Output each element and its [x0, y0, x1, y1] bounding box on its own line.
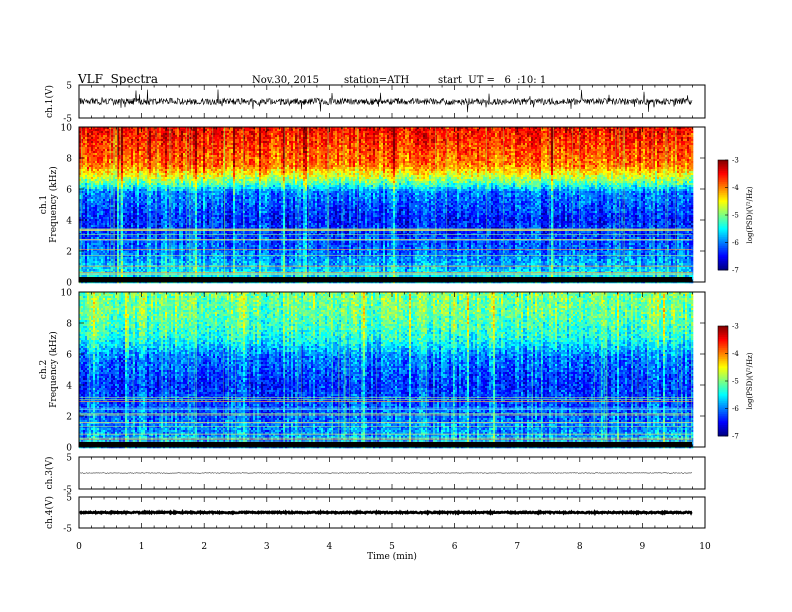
- vlf-spectra-figure: 5-5ch.1(V)1086420ch.1 Frequency (kHz)1086…: [0, 0, 792, 612]
- colorbar-label: log(PSD)(V²/Hz): [746, 186, 754, 243]
- y-tick-label: 5: [66, 454, 72, 464]
- y-axis-label: ch.3(V): [44, 457, 55, 490]
- x-tick-label: 0: [76, 542, 82, 552]
- x-tick-label: 8: [577, 542, 583, 552]
- y-tick-label: 6: [66, 351, 72, 361]
- colorbar-tick-label: -3: [732, 323, 739, 331]
- y-tick-label: 8: [66, 320, 72, 330]
- x-tick-label: 3: [264, 542, 270, 552]
- colorbar-tick-label: -4: [732, 350, 739, 358]
- x-tick-label: 9: [640, 542, 646, 552]
- colorbar-tick-label: -7: [732, 267, 739, 275]
- y-tick-label: 5: [66, 494, 72, 504]
- y-tick-label: 5: [66, 82, 72, 92]
- y-axis-label: ch.2: [39, 360, 49, 379]
- y-axis-label: ch.1(V): [44, 85, 55, 118]
- y-tick-label: 0: [66, 444, 72, 454]
- y-tick-label: 2: [66, 413, 72, 423]
- colorbar-tick-label: -4: [732, 184, 739, 192]
- x-tick-label: 10: [699, 542, 711, 552]
- y-tick-label: -5: [63, 525, 72, 535]
- y-tick-label: 0: [66, 279, 72, 289]
- y-tick-label: 4: [66, 217, 72, 227]
- y-tick-label: 10: [61, 289, 73, 299]
- x-tick-label: 5: [389, 542, 395, 552]
- y-axis-label: ch.1: [39, 195, 49, 214]
- colorbar-tick-label: -3: [732, 157, 739, 165]
- colorbar-label: log(PSD)(V²/Hz): [746, 352, 754, 409]
- colorbar-tick-label: -6: [732, 239, 739, 247]
- ch4-waveform-trace: [80, 512, 692, 513]
- y-tick-label: 6: [66, 186, 72, 196]
- heatmap-floor: [79, 442, 692, 447]
- heatmap-floor: [79, 277, 692, 282]
- y-axis-label: ch.4(V): [44, 496, 55, 529]
- colorbar-tick-label: -6: [732, 405, 739, 413]
- x-tick-label: 1: [139, 542, 145, 552]
- colorbar-tick-label: -5: [732, 378, 739, 386]
- ch3-waveform-trace: [80, 473, 692, 474]
- x-tick-label: 7: [514, 542, 520, 552]
- colorbar-tick-label: -7: [732, 433, 739, 441]
- x-axis-label: Time (min): [367, 551, 417, 562]
- ch1-waveform-trace: [80, 90, 692, 113]
- x-tick-label: 2: [201, 542, 207, 552]
- y-axis-label: Frequency (kHz): [48, 331, 59, 408]
- y-tick-label: 10: [61, 124, 73, 134]
- y-tick-label: 2: [66, 248, 72, 258]
- y-tick-label: 8: [66, 155, 72, 165]
- x-tick-label: 6: [452, 542, 458, 552]
- y-axis-label: Frequency (kHz): [48, 166, 59, 243]
- y-tick-label: 4: [66, 382, 72, 392]
- x-tick-label: 4: [327, 542, 333, 552]
- colorbar-tick-label: -5: [732, 212, 739, 220]
